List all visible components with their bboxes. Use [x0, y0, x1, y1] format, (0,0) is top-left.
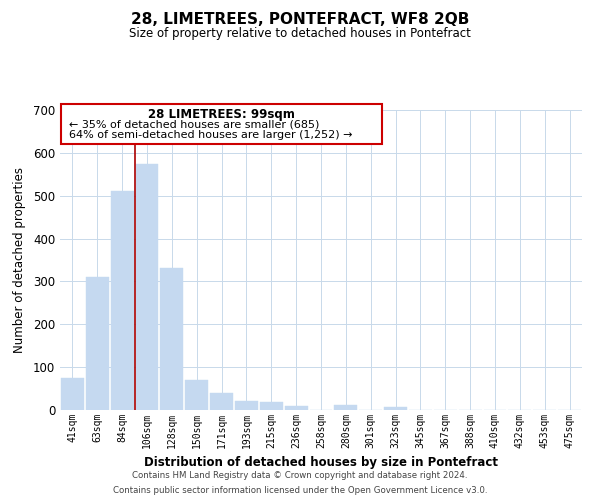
X-axis label: Distribution of detached houses by size in Pontefract: Distribution of detached houses by size … — [144, 456, 498, 469]
Bar — [160, 268, 183, 410]
FancyBboxPatch shape — [61, 104, 382, 144]
Bar — [111, 192, 134, 410]
Text: 28, LIMETREES, PONTEFRACT, WF8 2QB: 28, LIMETREES, PONTEFRACT, WF8 2QB — [131, 12, 469, 28]
Text: 64% of semi-detached houses are larger (1,252) →: 64% of semi-detached houses are larger (… — [69, 130, 352, 140]
Bar — [285, 406, 308, 410]
Text: Contains public sector information licensed under the Open Government Licence v3: Contains public sector information licen… — [113, 486, 487, 495]
Bar — [185, 380, 208, 410]
Bar — [86, 277, 109, 410]
Bar — [235, 402, 258, 410]
Bar — [136, 164, 158, 410]
Bar — [384, 407, 407, 410]
Text: Contains HM Land Registry data © Crown copyright and database right 2024.: Contains HM Land Registry data © Crown c… — [132, 471, 468, 480]
Bar — [260, 402, 283, 410]
Text: Size of property relative to detached houses in Pontefract: Size of property relative to detached ho… — [129, 28, 471, 40]
Text: 28 LIMETREES: 99sqm: 28 LIMETREES: 99sqm — [148, 108, 295, 121]
Y-axis label: Number of detached properties: Number of detached properties — [13, 167, 26, 353]
Text: ← 35% of detached houses are smaller (685): ← 35% of detached houses are smaller (68… — [69, 120, 319, 130]
Bar — [210, 393, 233, 410]
Bar — [61, 378, 84, 410]
Bar — [334, 405, 357, 410]
